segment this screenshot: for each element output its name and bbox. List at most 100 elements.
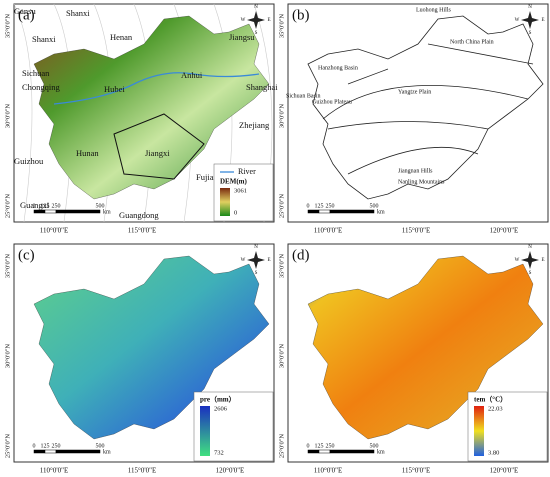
place-label: Nanling Mountains bbox=[398, 179, 445, 185]
scale-unit: km bbox=[377, 209, 385, 215]
scale-segment bbox=[55, 209, 101, 214]
scale-tick: 500 bbox=[370, 443, 379, 449]
longitude-label: 110°0'0"E bbox=[314, 227, 342, 235]
latitude-label: 30°0'0"N bbox=[278, 104, 285, 128]
latitude-label: 35°0'0"N bbox=[278, 14, 285, 38]
place-label: Shanxi bbox=[66, 8, 90, 18]
scale-tick: 125 bbox=[315, 443, 324, 449]
panel-label: (d) bbox=[292, 247, 310, 263]
scale-tick: 0 bbox=[307, 443, 310, 449]
legend-max: 2606 bbox=[214, 405, 228, 412]
longitude-label: 120°0'0"E bbox=[216, 467, 245, 475]
scale-tick: 250 bbox=[326, 443, 335, 449]
compass-letter: S bbox=[255, 271, 258, 276]
scale-tick: 125 bbox=[315, 203, 324, 209]
place-label: Hunan bbox=[76, 148, 99, 158]
scale-unit: km bbox=[377, 449, 385, 455]
place-label: Fujian bbox=[196, 172, 218, 182]
compass-letter: S bbox=[529, 271, 532, 276]
scale-segment bbox=[307, 209, 320, 214]
study-area bbox=[307, 15, 544, 200]
latitude-label: 30°0'0"N bbox=[278, 344, 285, 368]
scale-tick: 250 bbox=[52, 443, 61, 449]
legend-min: 3.80 bbox=[488, 449, 499, 456]
legend-title: DEM(m) bbox=[220, 178, 247, 186]
place-label: Yangtze Plain bbox=[398, 89, 431, 95]
latitude-label: 35°0'0"N bbox=[278, 254, 285, 278]
compass-star bbox=[521, 11, 539, 29]
place-label: Guangdong bbox=[119, 210, 159, 220]
latitude-label: 25°0'0"N bbox=[4, 194, 11, 218]
compass-star bbox=[247, 11, 265, 29]
legend-max: 3061 bbox=[234, 187, 247, 194]
place-label: Jiangsu bbox=[229, 32, 255, 42]
sub-region bbox=[113, 113, 205, 180]
longitude-label: 120°0'0"E bbox=[490, 227, 519, 235]
compass: N W E S bbox=[515, 245, 545, 276]
place-label: Sichuan Basin bbox=[286, 93, 321, 99]
study-area bbox=[307, 255, 544, 440]
longitude-label: 115°0'0"E bbox=[402, 227, 430, 235]
scale-tick: 250 bbox=[52, 203, 61, 209]
scale-tick: 500 bbox=[370, 203, 379, 209]
compass-letter: E bbox=[267, 258, 270, 263]
longitude-label: 110°0'0"E bbox=[40, 227, 68, 235]
compass-letter: N bbox=[254, 245, 258, 250]
place-label: Chongqing bbox=[22, 82, 61, 92]
legend-ramp bbox=[474, 406, 484, 456]
scale-tick: 0 bbox=[33, 203, 36, 209]
place-label: Zhejiang bbox=[239, 120, 270, 130]
place-label: Luohong Hills bbox=[416, 7, 451, 13]
place-label: Sichuan bbox=[22, 68, 50, 78]
place-label: Shanghai bbox=[246, 82, 278, 92]
legend-min: 732 bbox=[214, 449, 224, 456]
place-label: Hubei bbox=[104, 84, 125, 94]
scale-unit: km bbox=[103, 209, 111, 215]
compass: N W E S bbox=[241, 5, 271, 36]
region-border bbox=[322, 85, 529, 120]
latitude-label: 30°0'0"N bbox=[4, 344, 11, 368]
compass-letter: W bbox=[515, 258, 520, 263]
scale-tick: 0 bbox=[33, 443, 36, 449]
longitude-label: 110°0'0"E bbox=[314, 467, 342, 475]
panel-label: (a) bbox=[18, 7, 35, 23]
scale-unit: km bbox=[103, 449, 111, 455]
compass-letter: W bbox=[241, 258, 246, 263]
latitude-label: 35°0'0"N bbox=[4, 14, 11, 38]
place-label: Jiangnan Hills bbox=[398, 168, 433, 174]
longitude-label: 110°0'0"E bbox=[40, 467, 68, 475]
scale-segment bbox=[33, 449, 46, 454]
place-label: Guizhou Plateau bbox=[312, 99, 352, 105]
place-label: Anhui bbox=[181, 70, 203, 80]
scale-segment bbox=[44, 209, 57, 214]
latitude-label: 25°0'0"N bbox=[278, 434, 285, 458]
longitude-label: 120°0'0"E bbox=[490, 467, 519, 475]
scale-segment bbox=[329, 449, 375, 454]
legend-max: 22.03 bbox=[488, 405, 503, 412]
legend-ramp bbox=[220, 188, 230, 216]
longitude-label: 115°0'0"E bbox=[128, 467, 156, 475]
study-area bbox=[33, 15, 270, 200]
scale-segment bbox=[329, 209, 375, 214]
panel-label: (c) bbox=[18, 247, 35, 263]
scale-tick: 250 bbox=[326, 203, 335, 209]
compass-letter: E bbox=[541, 258, 544, 263]
compass-letter: W bbox=[515, 18, 520, 23]
place-label: Henan bbox=[110, 32, 133, 42]
scale-segment bbox=[318, 209, 331, 214]
province-border bbox=[13, 3, 33, 223]
region-border bbox=[427, 43, 534, 65]
place-label: North China Plain bbox=[450, 39, 494, 45]
legend-river-label: River bbox=[238, 167, 256, 176]
compass-letter: E bbox=[541, 18, 544, 23]
panel: (b) Luohong Hills North China Plain Hanzhon… bbox=[278, 3, 549, 235]
region-border bbox=[327, 121, 489, 130]
latitude-label: 25°0'0"N bbox=[278, 194, 285, 218]
compass-letter: E bbox=[267, 18, 270, 23]
compass-letter: N bbox=[528, 245, 532, 250]
compass-letter: W bbox=[241, 18, 246, 23]
region-border bbox=[347, 146, 479, 175]
legend-ramp bbox=[200, 406, 210, 456]
scale-tick: 125 bbox=[41, 443, 50, 449]
